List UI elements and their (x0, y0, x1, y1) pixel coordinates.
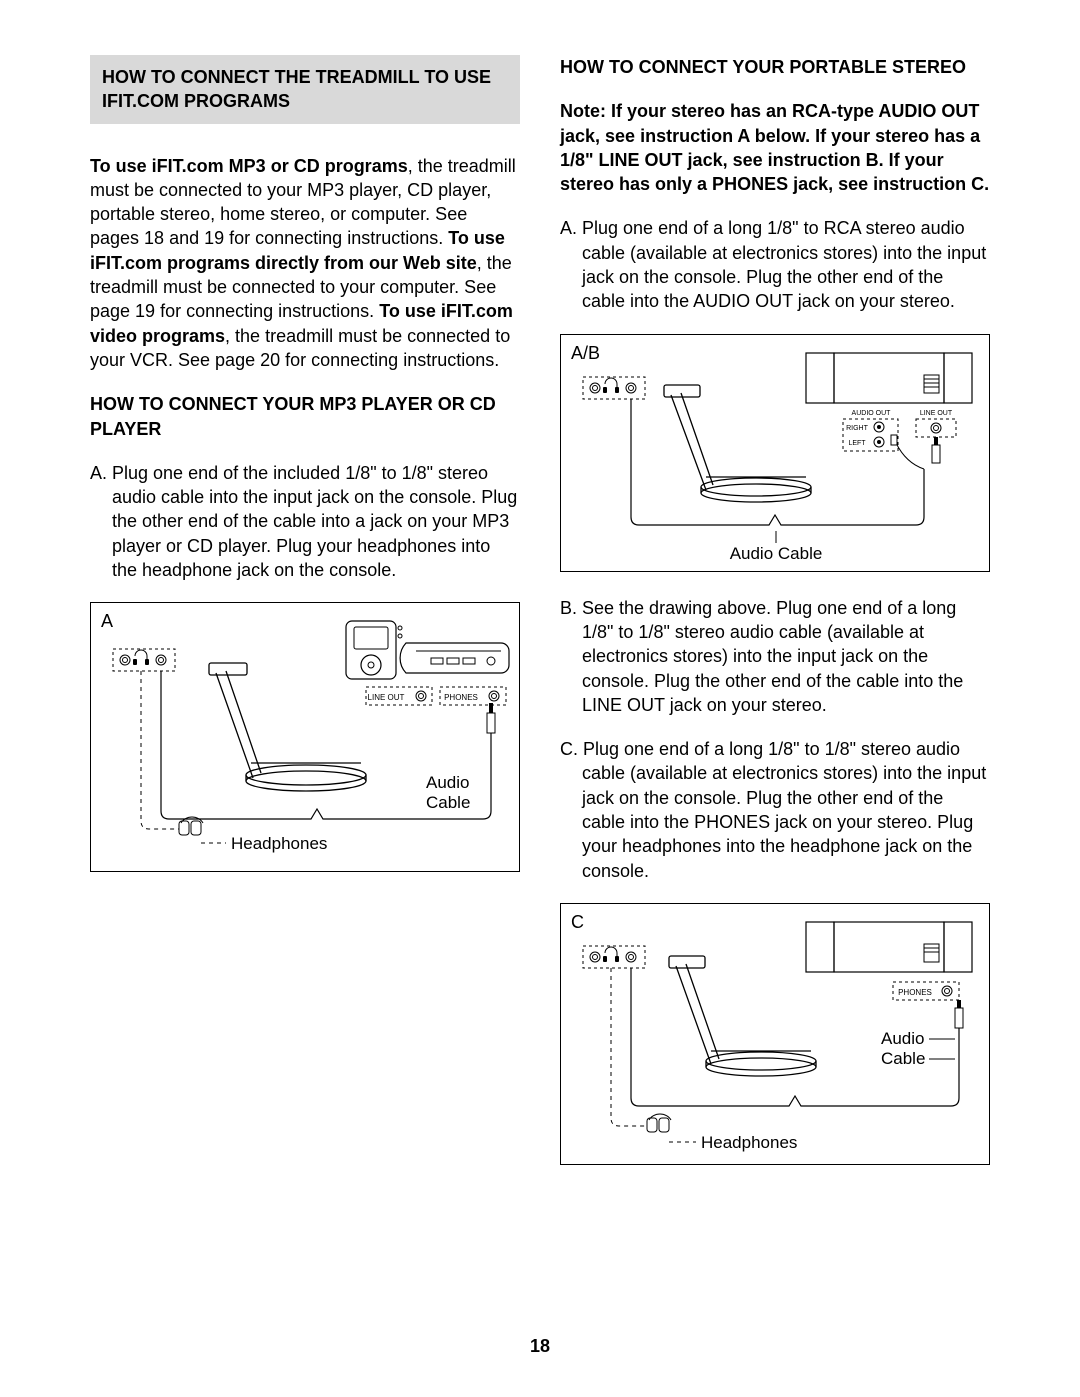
fig-a-headphones-label: Headphones (231, 834, 327, 853)
fig-c-headphones-label: Headphones (701, 1133, 797, 1152)
fig-c-cable-label: Cable (881, 1049, 925, 1068)
figure-a: A (90, 602, 520, 872)
right-heading: HOW TO CONNECT YOUR PORTABLE STEREO (560, 55, 990, 79)
fig-a-lineout-label: LINE OUT (368, 693, 405, 702)
fig-ab-lineout: LINE OUT (920, 410, 953, 417)
right-note: Note: If your stereo has an RCA-type AUD… (560, 99, 990, 196)
left-subheading: HOW TO CONNECT YOUR MP3 PLAYER OR CD PLA… (90, 392, 520, 441)
page-number: 18 (0, 1336, 1080, 1357)
fig-a-audio-label: Audio (426, 773, 469, 792)
figure-a-label: A (101, 611, 113, 632)
fig-ab-right: RIGHT (846, 425, 869, 432)
figure-a-svg: LINE OUT PHONES (91, 603, 521, 873)
grey-heading-box: HOW TO CONNECT THE TREADMILL TO USE IFIT… (90, 55, 520, 124)
right-step-a: A. Plug one end of a long 1/8" to RCA st… (560, 216, 990, 313)
fig-a-phones-label: PHONES (444, 693, 478, 702)
right-note-text: Note: If your stereo has an RCA-type AUD… (560, 101, 989, 194)
right-step-b: B. See the drawing above. Plug one end o… (560, 596, 990, 717)
figure-ab-svg: AUDIO OUT LINE OUT RIGHT LEFT (561, 335, 991, 573)
fig-ab-left: LEFT (848, 440, 866, 447)
left-step-a: A. Plug one end of the included 1/8" to … (90, 461, 520, 582)
fig-a-cable-label: Cable (426, 793, 470, 812)
grey-heading-text: HOW TO CONNECT THE TREADMILL TO USE IFIT… (102, 67, 491, 111)
left-column: HOW TO CONNECT THE TREADMILL TO USE IFIT… (90, 55, 520, 1189)
intro-bold-1: To use iFIT.com MP3 or CD programs (90, 156, 408, 176)
right-column: HOW TO CONNECT YOUR PORTABLE STEREO Note… (560, 55, 990, 1189)
figure-ab-label: A/B (571, 343, 600, 364)
fig-ab-audioout: AUDIO OUT (852, 410, 892, 417)
fig-ab-audiocable: Audio Cable (730, 544, 823, 563)
figure-c-svg: PHONES (561, 904, 991, 1166)
right-step-c: C. Plug one end of a long 1/8" to 1/8" s… (560, 737, 990, 883)
figure-ab: A/B (560, 334, 990, 572)
intro-paragraph: To use iFIT.com MP3 or CD programs, the … (90, 154, 520, 373)
fig-c-phones-label: PHONES (898, 988, 932, 997)
figure-c-label: C (571, 912, 584, 933)
figure-c: C (560, 903, 990, 1165)
fig-c-audio-label: Audio (881, 1029, 924, 1048)
